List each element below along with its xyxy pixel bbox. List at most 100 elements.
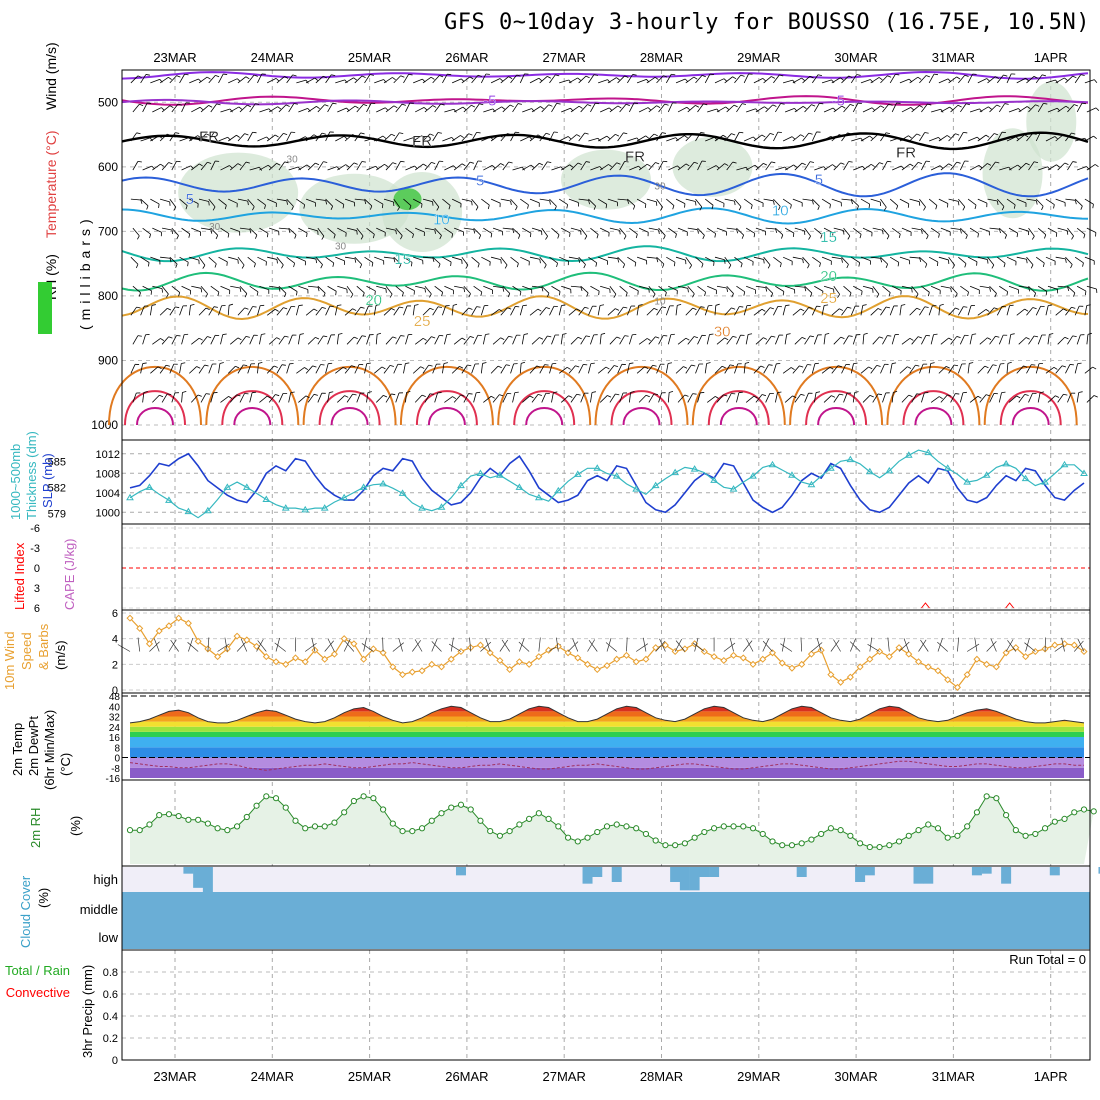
wind-barb-flag (1004, 103, 1009, 105)
wind-barb (539, 256, 547, 265)
wind-barb-flag (149, 234, 151, 239)
wind-barb-flag (800, 393, 805, 396)
wind-barb-flag (498, 309, 503, 312)
wind-barb (862, 285, 873, 290)
wind-barb (821, 305, 825, 316)
wind-barb-flag (593, 74, 599, 76)
wind-barb (599, 164, 609, 171)
wind-barb (960, 103, 967, 113)
wind-barb (1016, 308, 1025, 316)
wind-barb (354, 256, 363, 265)
date-label-top: 1APR (1034, 50, 1068, 65)
wind-barb (247, 198, 255, 207)
cloud-ylabel: Cloud Cover (%) (18, 875, 51, 948)
surface-wind-barb (518, 641, 530, 652)
wind-barb (500, 76, 509, 84)
wind-barb-flag (190, 165, 194, 169)
wind-barb (1086, 285, 1097, 290)
wind-barb (317, 161, 324, 171)
wind-barb-flag (965, 103, 971, 106)
wind-barb (1074, 198, 1083, 207)
wind-barb (315, 307, 323, 316)
wind-barb (171, 161, 177, 171)
wind-barb (977, 365, 986, 374)
contour-label: 10 (772, 203, 789, 220)
wind-barb-flag (196, 366, 201, 369)
thickness-marker (729, 485, 738, 492)
temp-ylabel: 2m Temp 2m DewPt (6hr Min/Max) (°C) (10, 710, 73, 790)
wind-barb (393, 306, 400, 316)
wind-barb-flag (421, 394, 426, 397)
wind-barb-flag (1024, 134, 1029, 138)
rh2m-marker (818, 830, 825, 838)
wind-barb-flag (635, 234, 638, 239)
surface-wind-barb (723, 642, 736, 652)
wind-barb (823, 107, 834, 113)
cloud-high-bar (592, 867, 603, 877)
wind-barb-flag (284, 161, 289, 164)
wind-barb (921, 160, 927, 171)
thickness-tick-label: 585 (48, 456, 66, 468)
wind-barb (490, 134, 500, 142)
wind-barb-flag (663, 235, 666, 240)
wind-barb-flag (1030, 264, 1034, 269)
wind-barb (753, 78, 764, 84)
wind-barb (307, 337, 316, 345)
wind-speed-marker (496, 656, 504, 665)
wind-barb (714, 198, 725, 204)
wind-barb (191, 106, 201, 113)
surface-wind-barb (257, 640, 267, 652)
wind-barb (665, 363, 669, 374)
rh2m-marker (292, 817, 299, 824)
wind-barb-flag (887, 75, 892, 78)
wind-barb-flag (373, 137, 377, 142)
wind-barb (570, 336, 579, 345)
wind-barb (784, 395, 793, 403)
wind-barb (911, 285, 919, 295)
wind-barb (784, 164, 794, 171)
wind-barb (276, 256, 284, 266)
wind-barb-flag (761, 308, 766, 312)
wind-barb-flag (391, 308, 396, 311)
surface-wind-barb (743, 640, 753, 652)
wind-barb-flag (1025, 77, 1029, 82)
wind-barb-flag (911, 288, 913, 293)
wind-barb-flag (638, 304, 643, 306)
wind-speed-marker (408, 668, 416, 676)
wind-barb-flag (1041, 206, 1044, 211)
wind-barb-flag (205, 307, 210, 310)
wind-speed-marker (272, 658, 280, 666)
rh2m-marker (233, 823, 241, 830)
wind-barb (171, 392, 176, 403)
thickness-range-label: 1000~500mb (8, 444, 23, 520)
thickness-marker (476, 469, 485, 476)
date-label-top: 31MAR (932, 50, 975, 65)
surface-wind-barb (137, 637, 141, 652)
wind-barb-flag (1072, 161, 1077, 163)
wind-barb-flag (158, 135, 163, 139)
cloud-high-bar (679, 867, 690, 891)
wind-barb-flag (1092, 366, 1097, 370)
wind-barb (619, 285, 628, 293)
wind-barb-flag (145, 74, 150, 76)
lifted-index-axis-label: Lifted Index (12, 542, 27, 610)
wind-barb-flag (517, 103, 522, 105)
temp-tick-label: -16 (106, 774, 121, 785)
wind-barb-flag (252, 391, 257, 394)
wind-speed-marker (759, 655, 767, 663)
wind-barb-flag (687, 288, 689, 293)
wind-barb (414, 394, 423, 403)
wind-barb (821, 366, 831, 374)
wind-barb (366, 285, 376, 292)
wind-barb (130, 75, 139, 84)
wind-barb (1006, 363, 1009, 374)
wind-barb (823, 395, 832, 403)
wind-barb-flag (400, 235, 403, 240)
wind-speed-marker (165, 622, 173, 630)
wind-barb-flag (480, 291, 483, 296)
wind-barb-flag (197, 394, 202, 397)
wind-barb (697, 160, 703, 171)
wind-barb-flag (165, 364, 170, 367)
wind-barb-flag (369, 205, 373, 210)
wind-barb (218, 256, 228, 263)
